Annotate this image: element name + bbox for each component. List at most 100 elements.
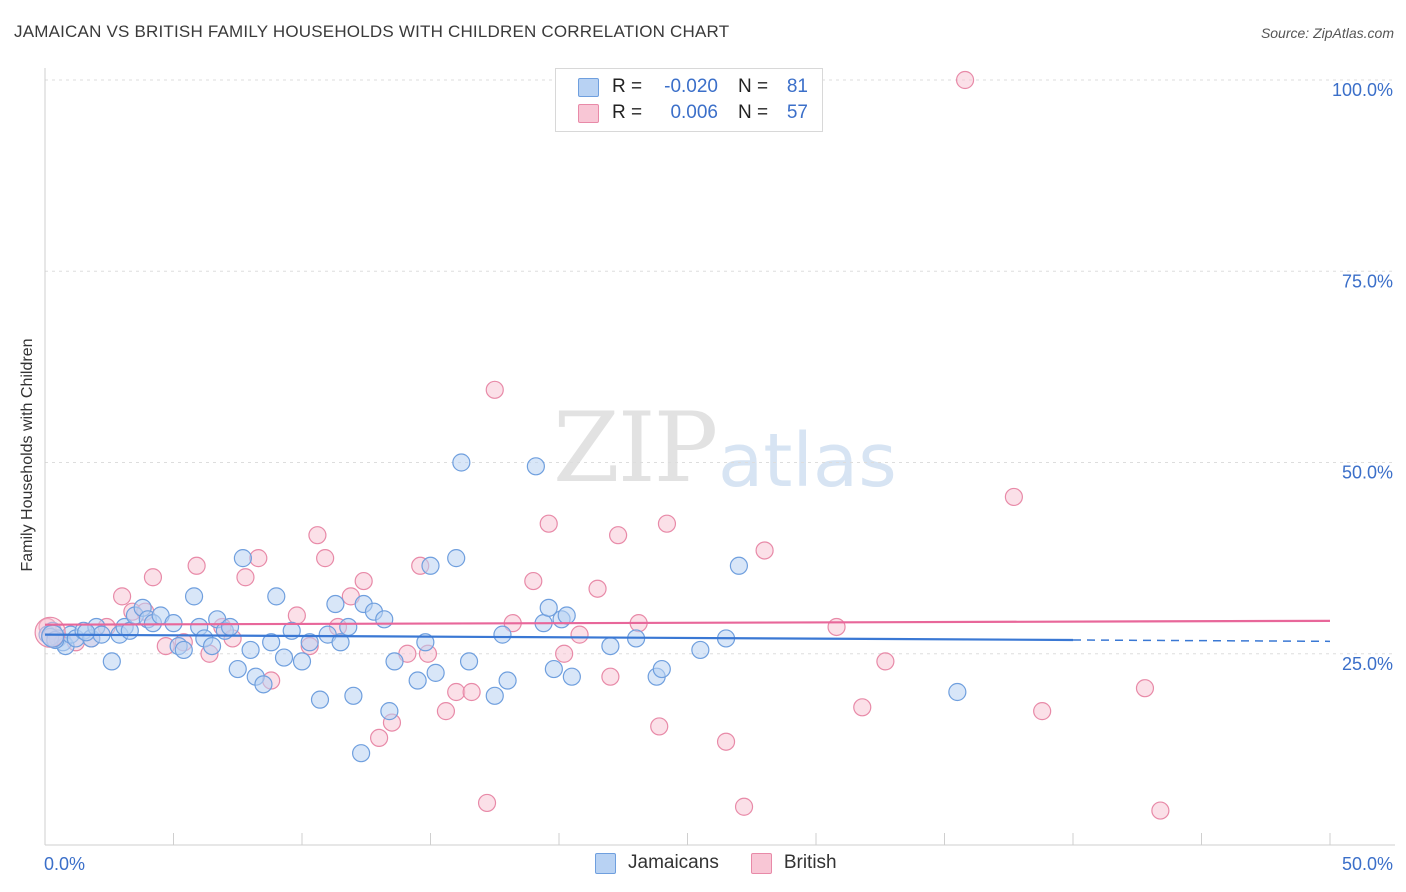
jamaicans-point (544, 659, 563, 679)
watermark-atlas: atlas (718, 418, 897, 504)
british-point (143, 568, 163, 587)
y-tick-label: 75.0% (1342, 271, 1393, 291)
legend-item-british[interactable]: British (750, 852, 837, 874)
source-label: Source: ZipAtlas.com (1260, 25, 1394, 41)
jamaicans-point (300, 633, 319, 652)
british-swatch (578, 103, 599, 123)
jamaicans-cluster-point (41, 624, 65, 648)
n-value: 57 (786, 102, 808, 123)
x-tick-label: 50.0% (1342, 854, 1393, 874)
r-value: -0.020 (664, 76, 718, 97)
british-point (570, 625, 589, 644)
british-point (755, 541, 774, 560)
british-point (249, 549, 268, 568)
jamaicans-point (375, 610, 394, 629)
legend-row-jamaicans: R = -0.020 N = 81 (578, 74, 808, 100)
british-point (447, 682, 466, 702)
legend-label-british: British (783, 852, 837, 873)
jamaicans-trend-extension (1072, 639, 1331, 643)
jamaicans-point (493, 625, 512, 644)
jamaicans-point (416, 633, 435, 652)
jamaicans-trend-line (44, 633, 1074, 642)
jamaicans-point (652, 659, 671, 679)
jamaicans-point (331, 633, 350, 652)
british-swatch (750, 852, 772, 874)
jamaicans-point (233, 549, 252, 568)
british-point (316, 549, 335, 568)
jamaicans-point (948, 682, 967, 702)
jamaicans-swatch (595, 852, 616, 874)
british-point (827, 617, 846, 637)
chart-title: JAMAICAN VS BRITISH FAMILY HOUSEHOLDS WI… (14, 22, 730, 41)
r-value: 0.006 (670, 102, 718, 123)
british-point (601, 667, 620, 686)
british-point (354, 571, 373, 591)
jamaicans-point (339, 617, 358, 637)
british-point (657, 514, 677, 533)
y-axis-title: Family Households with Children (19, 338, 36, 572)
british-point (588, 579, 607, 598)
jamaicans-point (228, 659, 247, 679)
y-tick-label: 25.0% (1342, 654, 1393, 674)
jamaicans-point (292, 652, 312, 671)
jamaicans-point (526, 457, 545, 476)
legend-item-jamaicans[interactable]: Jamaicans (595, 852, 719, 874)
jamaicans-point (344, 686, 363, 705)
british-point (955, 70, 975, 90)
jamaicans-point (385, 652, 404, 671)
jamaicans-point (498, 671, 517, 690)
british-point (853, 698, 872, 717)
x-tick-label: 0.0% (44, 854, 85, 874)
british-point (1135, 679, 1155, 698)
british-point (370, 728, 389, 748)
watermark-zip: ZIP (553, 392, 718, 504)
jamaicans-point (447, 549, 466, 568)
british-point (1033, 702, 1052, 721)
jamaicans-point (310, 690, 330, 709)
british-point (650, 717, 669, 736)
british-point (462, 682, 481, 702)
jamaicans-point (539, 598, 558, 617)
jamaicans-point (164, 614, 183, 633)
correlation-legend: R = -0.020 N = 81 R = 0.006 N = 57 (555, 68, 823, 132)
british-point (1151, 801, 1170, 820)
jamaicans-point (77, 623, 96, 642)
n-label: N = (738, 76, 769, 97)
british-point (436, 702, 456, 721)
jamaicans-point (267, 587, 286, 606)
british-point (287, 606, 306, 625)
british-point (236, 568, 255, 587)
jamaicans-point (254, 675, 273, 694)
british-point (716, 732, 736, 751)
british-point (734, 797, 754, 816)
british-point (308, 526, 327, 545)
jamaicans-point (380, 702, 399, 721)
jamaicans-point (562, 667, 581, 686)
british-point (187, 556, 206, 575)
y-tick-label: 50.0% (1342, 463, 1393, 483)
jamaicans-point (485, 686, 504, 705)
legend-label-jamaicans: Jamaicans (628, 852, 719, 873)
jamaicans-point (421, 556, 440, 575)
jamaicans-point (274, 648, 294, 667)
british-point (876, 652, 895, 671)
r-label: R = (612, 76, 643, 97)
jamaicans-point (408, 671, 427, 690)
y-tick-label: 100.0% (1332, 80, 1393, 100)
jamaicans-point (262, 633, 281, 652)
jamaicans-point (459, 652, 479, 671)
jamaicans-point (202, 636, 222, 656)
british-point (485, 380, 504, 399)
british-trend-line (44, 619, 1331, 626)
jamaicans-point (241, 640, 260, 660)
british-point (477, 793, 497, 813)
british-point (1004, 487, 1023, 507)
jamaicans-point (174, 640, 193, 660)
legend-row-british: R = 0.006 N = 57 (578, 100, 808, 126)
jamaicans-point (326, 594, 345, 614)
jamaicans-point (102, 652, 121, 671)
series-legend: Jamaicans British (595, 852, 869, 874)
jamaicans-point (557, 606, 576, 625)
n-value: 81 (786, 76, 808, 97)
